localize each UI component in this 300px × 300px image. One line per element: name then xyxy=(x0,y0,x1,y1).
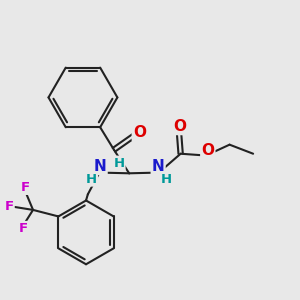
Text: F: F xyxy=(21,181,30,194)
Text: O: O xyxy=(173,119,186,134)
Text: F: F xyxy=(4,200,14,213)
Text: H: H xyxy=(113,157,124,169)
Text: O: O xyxy=(201,142,214,158)
Text: H: H xyxy=(160,172,172,186)
Text: O: O xyxy=(133,125,146,140)
Text: N: N xyxy=(152,159,164,174)
Text: F: F xyxy=(19,222,28,235)
Text: N: N xyxy=(94,159,106,174)
Text: H: H xyxy=(86,172,97,186)
